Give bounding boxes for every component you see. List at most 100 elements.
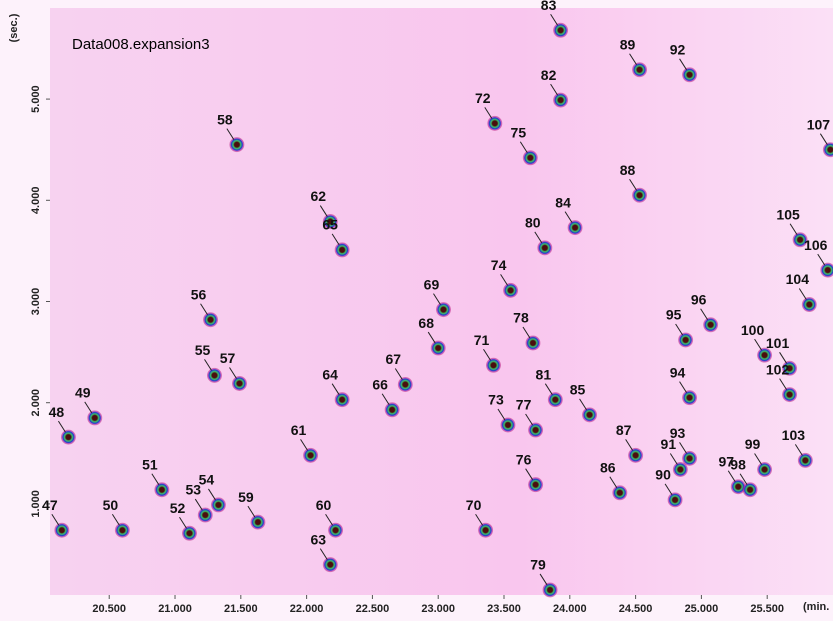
peak [323,558,337,572]
peak [704,318,718,332]
peak-label: 79 [530,557,546,573]
peak [385,403,399,417]
peak-label: 59 [238,489,254,505]
peak-label: 80 [525,215,541,231]
peak-label: 100 [741,322,765,338]
plot-area [50,8,833,595]
peak [526,336,540,350]
peak-label: 87 [616,422,632,438]
peak [543,583,557,597]
peak [679,333,693,347]
peak [823,143,833,157]
x-tick-label: 24.500 [619,603,653,615]
peak [182,526,196,540]
peak-label: 93 [670,425,686,441]
peak [783,388,797,402]
peak [668,493,682,507]
peak-label: 51 [142,456,158,472]
x-tick-label: 25.500 [750,603,784,615]
peak [613,486,627,500]
peak [633,63,647,77]
peak-label: 47 [42,497,58,513]
peak [538,241,552,255]
chart: Data008.expansion3 (sec.) (min. 20.500 21… [0,0,833,621]
x-tick-label: 20.500 [92,603,126,615]
peak [529,478,543,492]
peak [335,393,349,407]
peak-label: 78 [513,310,529,326]
peak [568,221,582,235]
peak-label: 85 [570,382,586,398]
y-axis-label: (sec.) [8,13,20,42]
peak-label: 48 [49,404,65,420]
peak [683,68,697,82]
x-tick-label: 23.000 [421,603,455,615]
peak-label: 52 [170,500,186,516]
peak [548,393,562,407]
peak [798,453,812,467]
x-tick-label: 22.500 [356,603,390,615]
peak-label: 92 [670,41,686,57]
peak-label: 90 [655,467,671,483]
peak-label: 106 [804,237,828,253]
peak-label: 98 [730,456,746,472]
peak [431,341,445,355]
y-tick-label: 5.000 [30,85,42,113]
peak-label: 56 [191,286,207,302]
peak-label: 66 [372,376,388,392]
x-tick-label: 25.000 [685,603,719,615]
peak-label: 107 [807,116,831,132]
x-axis-label: (min. [803,601,829,613]
peak-label: 60 [316,497,332,513]
peak-label: 68 [418,315,434,331]
peak-label: 61 [291,422,307,438]
peak [583,408,597,422]
peak [486,358,500,372]
chart-title: Data008.expansion3 [72,36,210,53]
peak [554,23,568,37]
x-tick-label: 22.000 [290,603,324,615]
peak-label: 55 [195,342,211,358]
peak-label: 81 [536,366,552,382]
peak-label: 95 [666,307,682,323]
peak-label: 71 [474,332,490,348]
peak [523,151,537,165]
peak [743,483,757,497]
peak-label: 63 [311,531,327,547]
peak-label: 105 [776,206,800,222]
peak-label: 99 [745,436,761,452]
peak-label: 50 [103,497,119,513]
peak [61,430,75,444]
y-tick-label: 1.000 [30,490,42,518]
peak [88,411,102,425]
peak [758,463,772,477]
peak-label: 58 [217,111,233,127]
peak [115,523,129,537]
peak [211,498,225,512]
peak [232,376,246,390]
peak-label: 75 [511,124,527,140]
peak-label: 103 [782,427,806,443]
peak [529,423,543,437]
x-tick-label: 21.000 [158,603,192,615]
peak [683,391,697,405]
peak-label: 77 [516,397,532,413]
peak-label: 84 [555,194,571,210]
peak [436,303,450,317]
peak [230,138,244,152]
x-tick-label: 21.500 [224,603,258,615]
peak [802,298,816,312]
x-tick-label: 24.000 [553,603,587,615]
peak-label: 67 [386,351,402,367]
peak [504,283,518,297]
peak [398,377,412,391]
peak [479,523,493,537]
y-tick-label: 2.000 [30,389,42,417]
peak-label: 64 [322,366,338,382]
peak [335,243,349,257]
y-tick-label: 4.000 [30,187,42,215]
peak-label: 62 [311,188,327,204]
peak [204,313,218,327]
peak-label: 57 [220,350,236,366]
peak-label: 96 [691,291,707,307]
